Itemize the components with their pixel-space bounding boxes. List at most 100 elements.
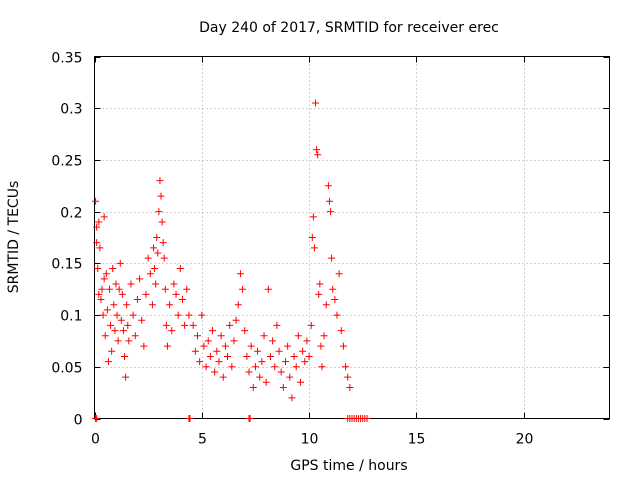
data-point bbox=[344, 373, 352, 381]
data-point bbox=[100, 213, 108, 221]
data-point bbox=[97, 296, 105, 304]
data-point bbox=[337, 327, 345, 335]
data-point bbox=[251, 363, 259, 371]
data-point bbox=[152, 280, 160, 288]
data-point bbox=[325, 197, 333, 205]
data-point bbox=[209, 327, 217, 335]
data-point bbox=[245, 368, 253, 376]
data-point bbox=[308, 234, 316, 241]
x-tick-label: 5 bbox=[198, 432, 207, 448]
data-point bbox=[290, 352, 298, 360]
data-point bbox=[324, 182, 332, 190]
data-point bbox=[327, 208, 335, 216]
data-point bbox=[320, 332, 328, 340]
data-point bbox=[183, 285, 191, 293]
data-point bbox=[124, 321, 132, 329]
data-point bbox=[262, 378, 270, 386]
data-point bbox=[239, 285, 247, 293]
data-point bbox=[286, 373, 294, 381]
data-point bbox=[93, 415, 101, 422]
data-point bbox=[185, 311, 193, 319]
data-point bbox=[159, 239, 167, 247]
data-point bbox=[322, 301, 330, 309]
data-point bbox=[333, 311, 341, 319]
data-point bbox=[226, 321, 234, 329]
data-point bbox=[106, 285, 114, 293]
data-point bbox=[100, 275, 108, 283]
data-point bbox=[246, 415, 254, 422]
data-point bbox=[112, 280, 120, 288]
data-point bbox=[258, 358, 266, 366]
data-point bbox=[103, 306, 111, 314]
data-point bbox=[148, 301, 156, 309]
data-point bbox=[168, 327, 176, 335]
data-point bbox=[299, 347, 307, 355]
data-point bbox=[181, 321, 189, 329]
data-point bbox=[151, 265, 159, 273]
data-point bbox=[123, 301, 131, 309]
data-point bbox=[316, 280, 324, 288]
data-point bbox=[146, 270, 154, 278]
data-point bbox=[363, 415, 371, 422]
data-point bbox=[211, 368, 219, 376]
data-point bbox=[294, 332, 302, 340]
data-point bbox=[125, 337, 133, 345]
data-point bbox=[243, 352, 251, 360]
data-point bbox=[150, 244, 158, 252]
data-point bbox=[154, 249, 162, 257]
data-point bbox=[331, 296, 339, 304]
data-point bbox=[215, 358, 223, 366]
data-point bbox=[122, 373, 130, 381]
data-point bbox=[92, 197, 100, 205]
y-tick-label: 0.1 bbox=[60, 309, 82, 325]
data-point bbox=[279, 383, 287, 391]
data-point bbox=[101, 332, 109, 340]
data-point bbox=[96, 244, 104, 252]
data-point bbox=[109, 265, 117, 273]
data-point bbox=[172, 290, 180, 298]
data-point bbox=[228, 363, 236, 371]
data-point bbox=[307, 321, 315, 329]
data-point bbox=[318, 363, 326, 371]
data-point bbox=[213, 347, 221, 355]
data-point bbox=[219, 373, 227, 381]
data-point bbox=[313, 146, 321, 154]
data-point bbox=[315, 290, 323, 298]
data-point bbox=[155, 208, 163, 216]
y-axis-label: SRMTID / TECUs bbox=[6, 181, 22, 294]
data-point bbox=[111, 327, 119, 335]
data-point bbox=[314, 151, 322, 159]
data-point bbox=[271, 363, 279, 371]
data-point bbox=[144, 254, 152, 262]
data-point bbox=[131, 332, 139, 340]
data-point bbox=[305, 352, 313, 360]
y-tick-label: 0.05 bbox=[51, 361, 82, 377]
data-point bbox=[288, 394, 296, 402]
data-point bbox=[221, 342, 229, 350]
data-point bbox=[200, 342, 208, 350]
data-point bbox=[317, 342, 325, 350]
data-point bbox=[224, 352, 232, 360]
data-point bbox=[136, 275, 144, 283]
data-point bbox=[95, 218, 103, 226]
data-point bbox=[138, 316, 146, 324]
data-point bbox=[264, 285, 272, 293]
data-point bbox=[162, 321, 170, 329]
data-point bbox=[156, 177, 164, 185]
data-point bbox=[230, 337, 238, 345]
data-point bbox=[328, 254, 336, 262]
data-point bbox=[94, 265, 102, 273]
y-tick-label: 0.15 bbox=[51, 257, 82, 273]
data-point bbox=[196, 358, 204, 366]
data-point bbox=[234, 301, 242, 309]
x-tick-label: 0 bbox=[91, 432, 100, 448]
data-point bbox=[161, 285, 169, 293]
data-point bbox=[189, 321, 197, 329]
data-point bbox=[118, 290, 126, 298]
data-point bbox=[113, 311, 121, 319]
data-point bbox=[309, 213, 317, 221]
data-point bbox=[329, 285, 337, 293]
data-point bbox=[142, 290, 150, 298]
data-point bbox=[102, 270, 110, 278]
